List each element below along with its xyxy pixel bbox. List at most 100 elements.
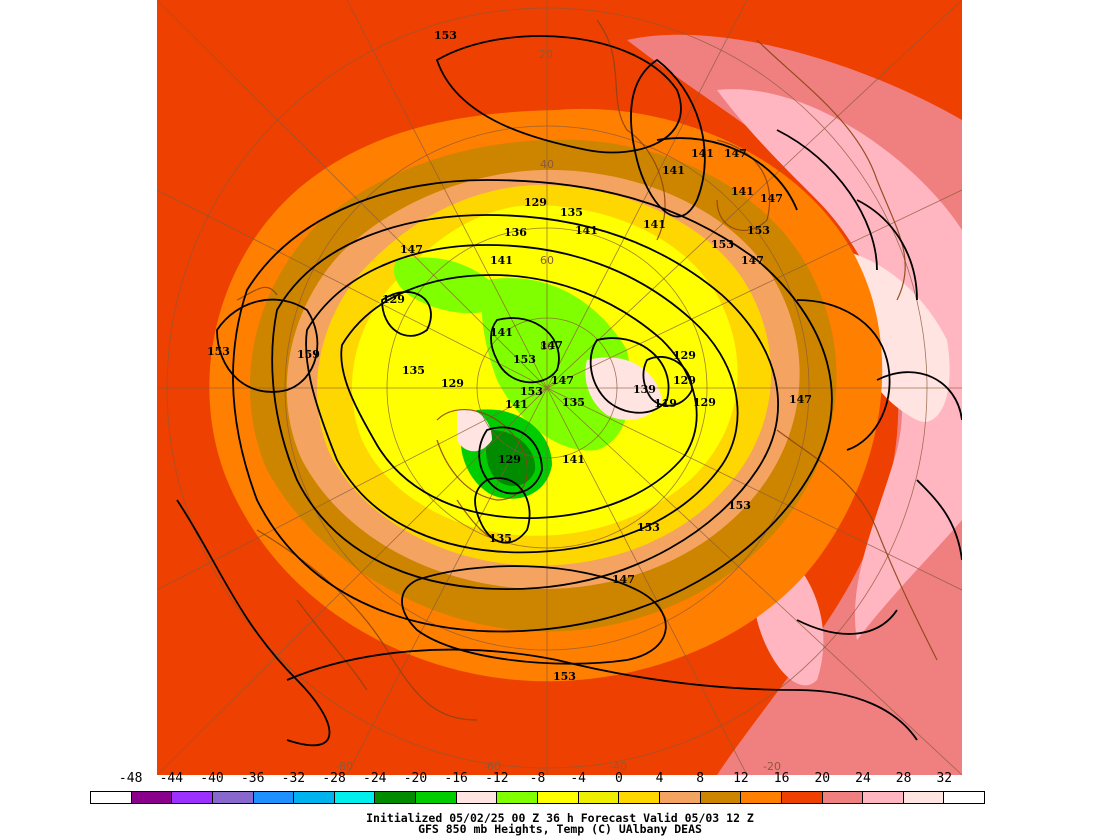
colorbar-swatch bbox=[172, 792, 213, 803]
contour-label: 129 bbox=[524, 196, 547, 209]
contour-label: 141 bbox=[662, 164, 685, 177]
colorbar-tick-label: -40 bbox=[200, 771, 224, 786]
contour-label: 153 bbox=[553, 670, 576, 683]
temperature-height-map: 20 40 60 80 -80 -60 -40 -20 153 141 141 … bbox=[157, 0, 962, 775]
contour-label: 129 bbox=[441, 377, 464, 390]
colorbar-swatch bbox=[375, 792, 417, 803]
colorbar-swatch bbox=[944, 792, 985, 803]
contour-label: 119 bbox=[654, 397, 677, 410]
colorbar-swatch bbox=[131, 792, 173, 803]
caption-line-1: Initialized 05/02/25 00 Z 36 h Forecast … bbox=[366, 811, 754, 825]
colorbar-tick-label: -36 bbox=[240, 771, 265, 786]
contour-label: 147 bbox=[551, 374, 574, 387]
contour-label: 141 bbox=[575, 224, 598, 237]
contour-label: 135 bbox=[562, 396, 585, 409]
colorbar-swatch bbox=[538, 792, 579, 803]
colorbar-swatch bbox=[903, 792, 945, 803]
temp-shade-neg8a bbox=[393, 257, 507, 314]
colorbar-swatch bbox=[416, 792, 457, 803]
temperature-colorbar bbox=[90, 791, 985, 804]
colorbar-swatch bbox=[334, 792, 376, 803]
colorbar-tick-label: 8 bbox=[696, 771, 705, 786]
colorbar-tick-label: -4 bbox=[570, 771, 586, 786]
colorbar-tick-label: -28 bbox=[322, 771, 346, 786]
contour-label: 147 bbox=[724, 147, 747, 160]
contour-label: 153 bbox=[637, 521, 660, 534]
colorbar-swatch bbox=[253, 792, 295, 803]
contour-labels: 153 141 141 147 141 147 141 129 135 136 … bbox=[207, 29, 812, 683]
contour-label: 129 bbox=[498, 453, 521, 466]
contour-label: 153 bbox=[711, 238, 734, 251]
colorbar-swatch bbox=[700, 792, 742, 803]
colorbar-tick-label: 28 bbox=[895, 771, 912, 786]
colorbar-swatch bbox=[822, 792, 864, 803]
contour-label: 153 bbox=[520, 385, 543, 398]
contour-label: 135 bbox=[402, 364, 425, 377]
contour-label: 129 bbox=[673, 374, 696, 387]
colorbar-tick-label: -24 bbox=[363, 771, 387, 786]
contour-label: 147 bbox=[741, 254, 764, 267]
colorbar-tick-label: -16 bbox=[444, 771, 468, 786]
colorbar-tick-label: -12 bbox=[485, 771, 509, 786]
colorbar-tick-label: 20 bbox=[814, 771, 831, 786]
colorbar-tick-label: -44 bbox=[159, 771, 184, 786]
contour-label: 141 bbox=[691, 147, 714, 160]
contour-label: 141 bbox=[505, 398, 528, 411]
contour-label: 129 bbox=[693, 396, 716, 409]
contour-label: 147 bbox=[760, 192, 783, 205]
meridians bbox=[157, 0, 962, 775]
contour-label: 135 bbox=[560, 206, 583, 219]
colorbar-swatch bbox=[91, 792, 132, 803]
lat-labels: 20 40 60 80 -80 -60 -40 -20 bbox=[335, 48, 781, 773]
temp-shade-neg8b bbox=[481, 278, 631, 451]
contour-label: 147 bbox=[612, 573, 635, 586]
contour-label: 141 bbox=[562, 453, 585, 466]
colorbar-swatch bbox=[497, 792, 539, 803]
colorbar-swatch bbox=[212, 792, 254, 803]
colorbar-tick-label: 4 bbox=[655, 771, 664, 786]
colorbar-tick-labels: -48 -44 -40 -36 -32 -28 -24 -20 -16 -12 -8 -4 0 4 8 12 1… bbox=[0, 771, 1120, 789]
colorbar-swatch bbox=[294, 792, 335, 803]
contour-label: 153 bbox=[207, 345, 230, 358]
contour-label: 153 bbox=[728, 499, 751, 512]
contour-label: 147 bbox=[789, 393, 812, 406]
contour-label: 147 bbox=[400, 243, 423, 256]
colorbar-tick-label: -32 bbox=[281, 771, 306, 786]
colorbar-swatch bbox=[578, 792, 620, 803]
contour-label: 136 bbox=[504, 226, 527, 239]
colorbar-tick-label: 0 bbox=[614, 771, 623, 786]
colorbar-swatch bbox=[781, 792, 823, 803]
caption-line-2: GFS 850 mb Heights, Temp (C) UAlbany DEA… bbox=[418, 822, 702, 836]
colorbar-swatch bbox=[619, 792, 660, 803]
lat-label-neg20: -20 bbox=[763, 760, 781, 773]
colorbar-tick-label: -20 bbox=[403, 771, 428, 786]
lat-label-neg60: -60 bbox=[483, 760, 501, 773]
contour-label: 141 bbox=[490, 326, 513, 339]
colorbar-swatch bbox=[456, 792, 498, 803]
contour-label: 147 bbox=[540, 339, 563, 352]
colorbar-tick-label: 12 bbox=[733, 771, 749, 786]
lat-label-80: 80 bbox=[540, 340, 554, 353]
contour-label: 141 bbox=[643, 218, 666, 231]
height-contours bbox=[176, 35, 962, 747]
contour-label: 135 bbox=[489, 532, 512, 545]
contour-label: 153 bbox=[434, 29, 457, 42]
contour-label: 129 bbox=[673, 349, 696, 362]
colorbar-tick-label: 16 bbox=[773, 771, 790, 786]
temp-shade-28 bbox=[717, 89, 962, 640]
colorbar-swatch bbox=[659, 792, 701, 803]
lat-label-neg80: -80 bbox=[335, 760, 353, 773]
contour-label: 129 bbox=[382, 293, 405, 306]
contour-label: 153 bbox=[513, 353, 536, 366]
contour-label: 141 bbox=[490, 254, 513, 267]
coastlines bbox=[236, 19, 938, 721]
colorbar-tick-label: 24 bbox=[855, 771, 871, 786]
lat-label-neg40: -40 bbox=[609, 760, 627, 773]
lat-label-60: 60 bbox=[540, 254, 554, 267]
contour-label: 153 bbox=[747, 224, 770, 237]
contour-label: 141 bbox=[731, 185, 754, 198]
temp-shade-neg12b bbox=[457, 409, 492, 452]
colorbar-swatch bbox=[863, 792, 904, 803]
colorbar-tick-label: -48 bbox=[118, 771, 143, 786]
lat-label-20: 20 bbox=[539, 48, 553, 61]
